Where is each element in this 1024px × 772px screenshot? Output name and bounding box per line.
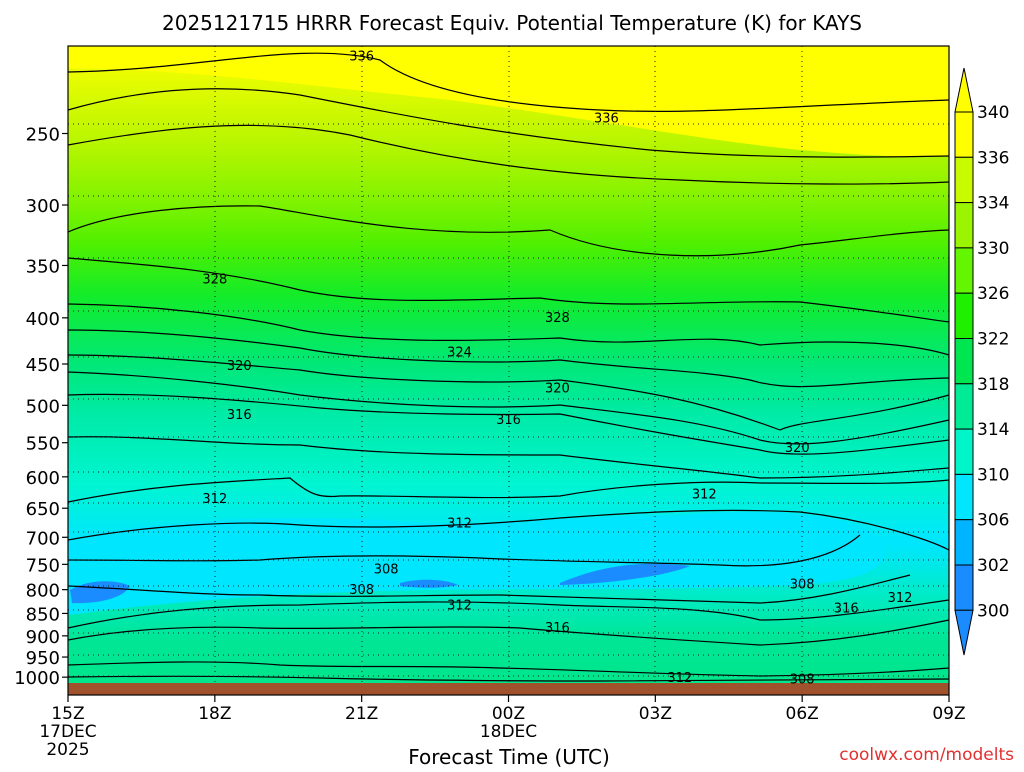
x-tick-date: 17DEC [39,722,96,742]
colorbar-segment [954,564,974,611]
x-tick-label: 06Z [786,704,819,724]
contour-label: 324 [447,346,472,361]
colorbar-segment [954,292,974,340]
very-cold-region-mid [560,563,690,585]
contour-label: 316 [545,621,570,636]
colorbar-label: 314 [977,420,1009,440]
contour-label: 336 [349,50,374,65]
y-tick-label: 350 [26,256,60,277]
contour-label: 320 [227,359,252,374]
colorbar-segment [954,519,974,566]
colorbar-label: 302 [977,556,1009,576]
gridlines [68,46,949,683]
y-axis: 2503003504004505005506006507007508008509… [14,125,68,689]
contour-label: 308 [374,563,399,578]
colorbar-label: 340 [977,103,1009,123]
chart-title: 2025121715 HRRR Forecast Equiv. Potentia… [162,11,862,35]
y-tick-label: 600 [26,468,60,489]
contour-label: 336 [594,111,619,126]
x-tick-label: 15Z [51,704,84,724]
colorbar-label: 336 [977,148,1009,168]
contour-label: 320 [545,382,570,397]
plot-area [67,45,950,696]
contour-label: 316 [227,408,252,423]
y-tick-label: 450 [26,355,60,376]
y-tick-label: 900 [26,627,60,648]
contour-label: 312 [667,671,692,686]
contour-label: 308 [349,583,374,598]
y-tick-label: 800 [26,581,60,602]
y-tick-label: 400 [26,309,60,330]
contour-label: 316 [496,413,521,428]
colorbar-bottom-arrow [954,609,974,656]
colorbar-segment [954,247,974,294]
colorbar-label: 306 [977,511,1009,531]
y-tick-label: 650 [26,499,60,520]
x-tick-label: 09Z [932,704,965,724]
colorbar-label: 330 [977,239,1009,259]
x-tick-label: 03Z [639,704,672,724]
contour-label: 316 [834,601,859,616]
x-tick-label: 00Z [492,704,525,724]
y-tick-label: 700 [26,528,60,549]
colorbar-segment [954,111,974,158]
y-tick-label: 500 [26,396,60,417]
contour-label: 312 [447,599,472,614]
x-tick-date: 18DEC [480,722,537,742]
contour-label: 320 [785,441,810,456]
y-tick-label: 950 [26,648,60,669]
colorbar-top-arrow [954,67,974,113]
colorbar-label: 310 [977,465,1009,485]
colorbar-label: 318 [977,375,1009,395]
contour-label: 312 [888,591,913,606]
y-tick-label: 250 [26,125,60,146]
credit-text[interactable]: coolwx.com/modelts [839,745,1014,765]
y-tick-label: 850 [26,604,60,625]
x-axis-label: Forecast Time (UTC) [408,745,610,768]
contour-lines [67,52,950,682]
colorbar-label: 334 [977,194,1009,214]
cold-region-low [68,511,884,615]
y-tick-label: 1000 [14,668,60,689]
x-tick-label: 21Z [345,704,378,724]
y-tick-label: 300 [26,196,60,217]
y-tick-label: 750 [26,555,60,576]
colorbar-segment [954,383,974,430]
colorbar-segment [954,473,974,521]
ground-strip [68,683,949,695]
colorbar-label: 322 [977,330,1009,350]
colorbar-segment [954,428,974,475]
contour-label: 328 [202,273,227,288]
contour-labels: 336 336 328 328 324 320 320 316 316 320 312 312 312 3… [202,50,913,688]
contour-label: 308 [790,673,815,688]
colorbar-segment [954,338,974,385]
contour-label: 312 [692,487,717,502]
colorbar-segment [954,156,974,204]
contour-label: 328 [545,311,570,326]
contour-label: 312 [202,492,227,507]
colorbar-segment [954,202,974,249]
colorbar: 300 302 306 310 314 318 322 326 330 334 336 340 [954,67,1009,656]
colorbar-label: 300 [977,601,1009,621]
contour-label: 308 [790,578,815,593]
colorbar-label: 326 [977,284,1009,304]
x-tick-year: 2025 [46,740,89,760]
y-tick-label: 550 [26,434,60,455]
contour-label: 312 [447,516,472,531]
x-tick-label: 18Z [198,704,231,724]
